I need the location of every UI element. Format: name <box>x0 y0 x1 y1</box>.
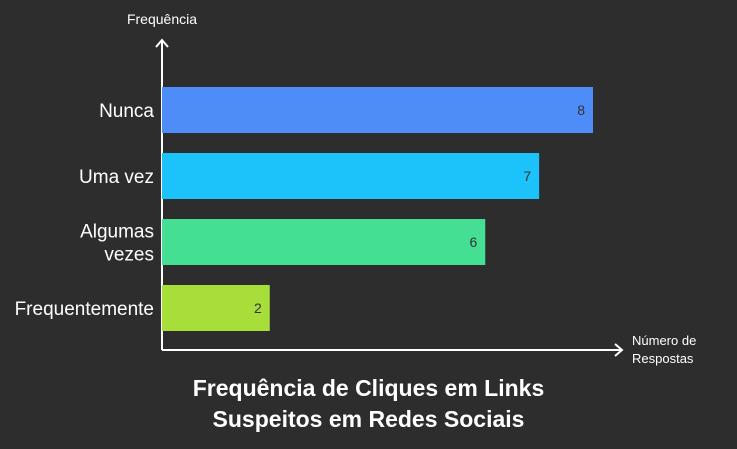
bar-0 <box>162 87 593 133</box>
category-label-line: Algumas <box>80 222 154 243</box>
category-label-line: vezes <box>104 245 154 266</box>
bar-3 <box>162 285 270 331</box>
bar-value-label: 2 <box>254 300 262 316</box>
bar-value-label: 7 <box>523 168 531 184</box>
bar-value-label: 8 <box>577 102 585 118</box>
category-label-line: Uma vez <box>79 167 154 188</box>
category-label: Algumas vezes <box>80 222 154 266</box>
category-label: Nunca <box>99 101 154 122</box>
chart-title-line-1: Frequência de Cliques em Links <box>192 375 545 401</box>
category-label: Uma vez <box>79 167 154 188</box>
category-label-line: Frequentemente <box>15 299 154 320</box>
category-label: Frequentemente <box>15 299 154 320</box>
x-axis-arrow <box>614 343 624 357</box>
y-axis-label: Frequência <box>127 11 197 27</box>
x-axis-label-line: Número de <box>632 333 696 348</box>
category-label-line: Nunca <box>99 101 154 122</box>
chart-title-line-2: Suspeitos em Redes Sociais <box>212 406 525 432</box>
x-axis-label: Número de Respostas <box>632 333 696 366</box>
bar-value-label: 6 <box>469 234 477 250</box>
x-axis-label-line: Respostas <box>632 351 694 366</box>
bar-1 <box>162 153 540 199</box>
bar-2 <box>162 219 486 265</box>
y-axis-arrow <box>155 38 169 48</box>
